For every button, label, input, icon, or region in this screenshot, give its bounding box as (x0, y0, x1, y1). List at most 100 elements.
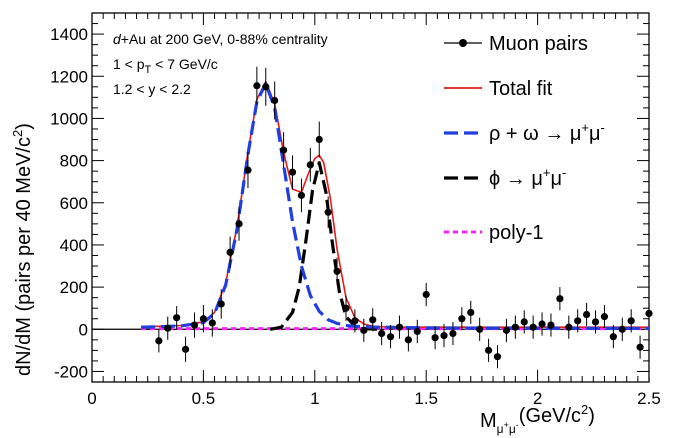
data-marker (333, 267, 341, 275)
data-point (609, 325, 617, 349)
total-fit-curve (141, 80, 649, 328)
data-point (422, 282, 430, 307)
data-point (538, 312, 546, 336)
data-marker (609, 333, 617, 341)
data-point (547, 313, 555, 337)
data-point (360, 318, 368, 342)
data-marker (395, 323, 404, 331)
x-axis-title: Mμ+μ-(GeV/c2) (480, 402, 595, 436)
legend: Muon pairs Total fit ρ + ω → μ+μ- ϕ → μ+… (444, 33, 605, 244)
data-points (155, 66, 653, 369)
x-tick-label: 1.5 (414, 389, 438, 408)
data-point (315, 121, 323, 158)
data-marker (636, 343, 644, 351)
axes: -200 0 200 400 600 800 1000 1200 1400 0 0.5 1 1.5 2 2… (50, 12, 661, 408)
data-marker (315, 135, 323, 144)
x-tick-label: 2 (533, 389, 542, 408)
legend-label-phi: ϕ → μ+μ- (489, 165, 566, 190)
data-marker (440, 332, 448, 340)
data-point (556, 287, 564, 311)
data-point (386, 325, 395, 349)
data-marker (351, 317, 359, 325)
data-point (600, 305, 609, 329)
data-point (520, 310, 528, 334)
data-point (413, 319, 421, 343)
data-marker (208, 319, 216, 327)
data-marker (244, 166, 252, 174)
data-point (574, 309, 582, 333)
data-point (618, 317, 626, 341)
data-marker (226, 248, 234, 256)
data-point (199, 305, 207, 333)
x-tick-label: 2.5 (637, 389, 661, 408)
data-marker (306, 161, 314, 169)
data-point (378, 321, 386, 346)
data-point (493, 345, 502, 369)
annotation-line-3: 1.2 < y < 2.2 (113, 81, 191, 97)
data-point (226, 236, 234, 269)
legend-entry-muon-pairs: Muon pairs (444, 33, 588, 55)
data-marker (431, 334, 439, 342)
data-point (324, 196, 332, 229)
legend-label-rho-omega: ρ + ω → μ+μ- (489, 120, 605, 145)
legend-entry-poly-1: poly-1 (444, 222, 543, 244)
y-tick-label: 1400 (50, 25, 88, 44)
data-marker (360, 326, 368, 334)
data-point (217, 289, 225, 319)
x-axis-ticks: 0 0.5 1 1.5 2 2.5 (87, 13, 661, 408)
data-point (583, 302, 591, 327)
data-point (288, 155, 297, 190)
data-marker (538, 320, 546, 328)
y-tick-label: 400 (60, 236, 88, 255)
phi-curve (269, 161, 382, 331)
data-point (342, 295, 350, 321)
data-point (280, 132, 288, 168)
data-marker (280, 146, 288, 154)
data-marker (520, 318, 528, 326)
data-marker (583, 310, 591, 319)
data-marker (529, 323, 537, 331)
data-marker (574, 317, 582, 325)
data-marker (164, 324, 172, 332)
data-point (502, 318, 511, 342)
legend-label-total-fit: Total fit (489, 78, 553, 100)
rho-omega-curve (140, 82, 650, 331)
data-point (467, 300, 475, 325)
data-point (565, 315, 573, 339)
data-point (449, 321, 457, 346)
data-point (627, 309, 635, 333)
data-marker (262, 83, 270, 91)
data-marker (235, 220, 243, 228)
data-point (208, 309, 216, 337)
data-marker (547, 321, 555, 329)
data-marker (413, 327, 421, 335)
y-tick-label: 200 (60, 278, 88, 297)
data-marker (449, 329, 457, 338)
data-point (511, 315, 519, 339)
annotation-line-1: d+Au at 200 GeV, 0-88% centrality (113, 31, 328, 47)
legend-entry-rho-omega: ρ + ω → μ+μ- (444, 120, 605, 145)
data-point (164, 316, 172, 340)
data-marker (297, 191, 306, 199)
data-point (458, 307, 466, 331)
data-point (636, 335, 644, 359)
data-marker (369, 316, 377, 324)
y-axis-title: dN/dM (pairs per 40 MeV/c2) (10, 123, 35, 376)
data-marker (502, 326, 511, 334)
data-marker (253, 82, 261, 90)
x-tick-label: 0 (87, 389, 96, 408)
y-tick-label: 1200 (50, 67, 88, 86)
legend-label-muon-pairs: Muon pairs (489, 33, 588, 55)
y-tick-label: 800 (60, 152, 88, 171)
data-point (476, 317, 484, 341)
data-point (431, 326, 439, 350)
data-marker (467, 308, 475, 317)
data-marker (600, 313, 609, 321)
data-marker (627, 317, 635, 325)
data-point (369, 308, 377, 332)
data-point (253, 66, 261, 105)
data-marker (324, 208, 332, 216)
data-point (645, 301, 653, 326)
data-marker (493, 353, 502, 361)
